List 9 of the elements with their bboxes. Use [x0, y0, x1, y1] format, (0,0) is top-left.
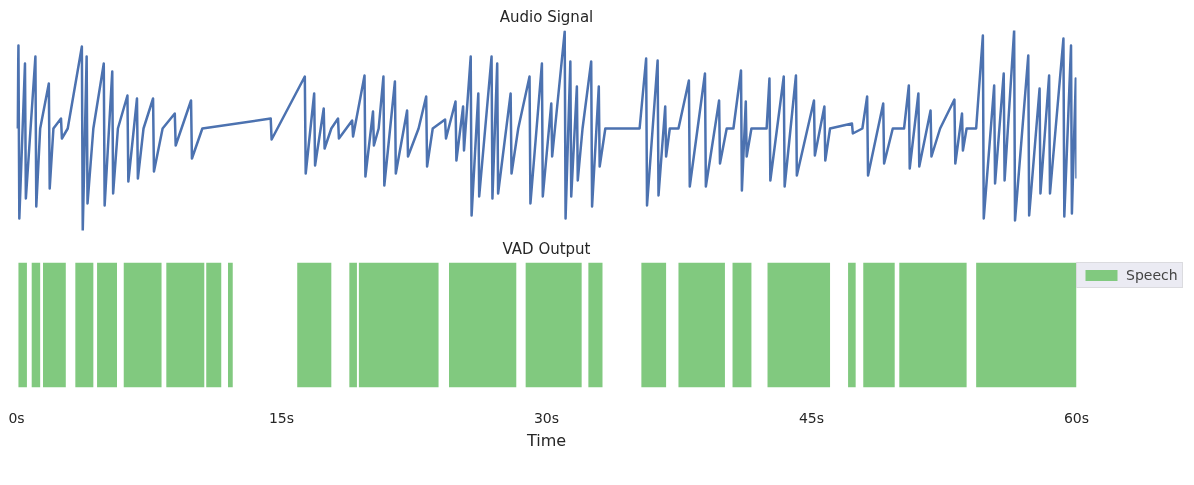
- x-tick-label: 30s: [533, 409, 560, 426]
- x-tick-label: 0s: [8, 409, 25, 426]
- x-tick-label: 45s: [798, 409, 825, 426]
- x-tick-label: 15s: [268, 409, 295, 426]
- legend-label: Speech: [1126, 267, 1178, 283]
- chart-title: VAD Output: [502, 239, 591, 258]
- x-tick-label: 60s: [1063, 409, 1090, 426]
- x-axis-title: Time: [525, 430, 567, 450]
- chart-title: Audio Signal: [499, 7, 594, 26]
